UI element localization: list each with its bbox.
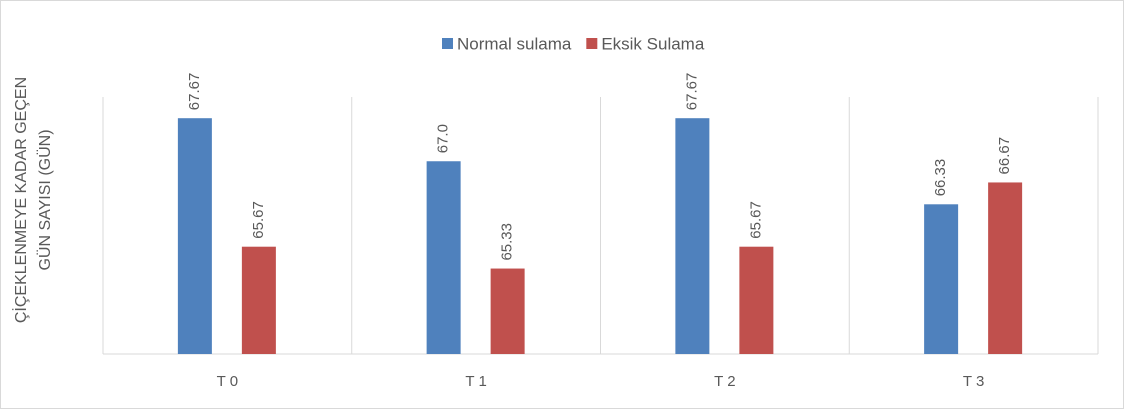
x-tick-label: T 0 xyxy=(217,373,238,390)
legend-swatch xyxy=(586,38,598,49)
bar xyxy=(241,246,276,354)
bar xyxy=(924,204,959,354)
x-tick-label: T 2 xyxy=(714,373,735,390)
bar xyxy=(988,182,1023,354)
legend-swatch xyxy=(442,38,453,49)
data-label: 67.67 xyxy=(186,73,203,111)
bar xyxy=(426,161,461,354)
x-tick-label: T 3 xyxy=(963,373,984,390)
bar xyxy=(490,268,525,354)
bar xyxy=(177,118,212,354)
data-label: 65.33 xyxy=(499,223,516,261)
bar xyxy=(675,118,710,354)
y-axis-label: ÇİÇEKLENMEYE KADAR GEÇEN xyxy=(11,77,30,323)
data-label: 67.67 xyxy=(683,73,700,111)
legend-label: Normal sulama xyxy=(457,34,572,53)
x-tick-label: T 1 xyxy=(465,373,486,390)
data-label: 66.67 xyxy=(996,137,1013,175)
data-label: 67.0 xyxy=(435,124,452,153)
data-label: 65.67 xyxy=(250,201,267,239)
bar xyxy=(739,246,774,354)
data-label: 66.33 xyxy=(932,159,949,197)
y-axis-label: GÜN SAYISI (GÜN) xyxy=(36,129,54,270)
data-label: 65.67 xyxy=(747,201,764,239)
legend-label: Eksik Sulama xyxy=(601,34,705,53)
